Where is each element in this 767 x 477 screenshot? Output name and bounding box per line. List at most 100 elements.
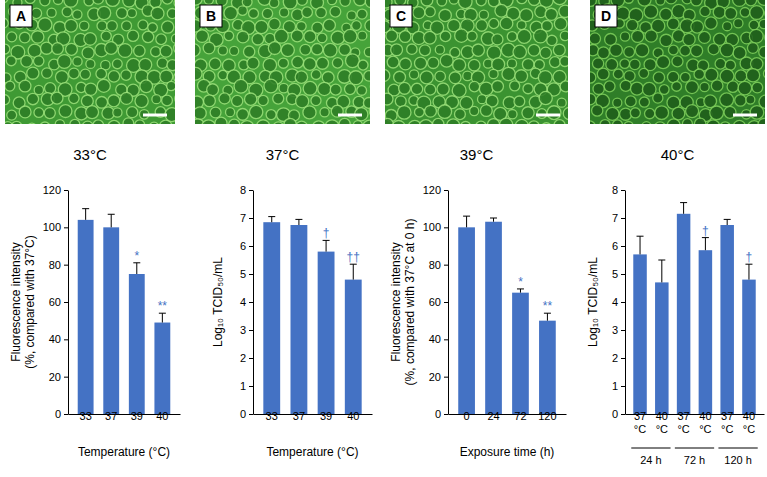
cell — [423, 31, 436, 44]
cell — [238, 6, 248, 16]
cell — [667, 119, 680, 124]
scale-bar — [536, 114, 560, 117]
y-tick: 60 — [49, 296, 68, 308]
cell — [69, 68, 80, 79]
cell — [400, 58, 412, 70]
x-tick: 72 — [514, 410, 526, 422]
y-tick-label: 6 — [240, 240, 246, 252]
cell — [108, 71, 119, 82]
bar — [677, 214, 691, 414]
cell — [752, 82, 763, 93]
cell — [127, 30, 138, 41]
y-tick-mark — [249, 330, 253, 331]
cell — [620, 59, 630, 69]
cell — [439, 9, 451, 21]
bar — [263, 222, 280, 414]
cell — [316, 57, 328, 69]
cell — [590, 72, 596, 83]
cell — [237, 108, 249, 120]
group-separator — [718, 448, 757, 449]
cell — [59, 105, 72, 118]
y-axis-line — [68, 191, 69, 415]
cell — [257, 120, 270, 124]
micrograph-background — [195, 0, 370, 124]
y-tick-mark — [249, 386, 253, 387]
cell — [264, 79, 278, 93]
y-tick-mark — [249, 358, 253, 359]
y-tick: 60 — [429, 296, 448, 308]
plot-area — [458, 216, 556, 414]
cell — [249, 105, 262, 118]
x-tick-label: 40 — [156, 410, 168, 422]
y-tick-label: 0 — [55, 408, 61, 420]
chart: ***02040608010012002472120Exposure time … — [389, 184, 567, 459]
y-tick: 5 — [240, 268, 253, 280]
cell — [123, 118, 134, 124]
cell — [323, 19, 335, 31]
cell — [386, 30, 398, 42]
cell — [33, 56, 43, 66]
y-tick: 40 — [429, 333, 448, 345]
cell — [727, 81, 738, 92]
bar — [742, 280, 756, 414]
micrograph-background — [385, 0, 568, 124]
cell — [262, 8, 272, 18]
cell — [399, 82, 411, 94]
scale-bar — [733, 114, 757, 117]
cell — [340, 0, 350, 6]
y-tick: 1 — [240, 380, 253, 392]
y-tick: 4 — [612, 296, 625, 308]
panel-letter-box — [10, 5, 32, 27]
cell — [112, 59, 122, 69]
y-tick-label: 7 — [612, 212, 618, 224]
cell — [644, 5, 658, 19]
cell — [84, 0, 94, 6]
cell — [70, 119, 80, 124]
cell — [472, 44, 484, 56]
cell — [419, 120, 433, 124]
panel-caption: 40°C — [661, 146, 695, 163]
cell — [167, 9, 175, 19]
y-tick-mark — [621, 274, 625, 275]
error-bar — [702, 238, 709, 251]
cell — [547, 106, 561, 120]
cell — [96, 68, 107, 79]
cell — [84, 33, 97, 46]
cell — [204, 95, 216, 107]
y-tick: 8 — [240, 184, 253, 196]
error-bar — [295, 219, 302, 225]
error-bar — [463, 216, 470, 227]
cell — [560, 56, 568, 66]
cell — [219, 93, 230, 104]
cell — [685, 81, 698, 94]
cell — [5, 95, 10, 105]
cell — [541, 123, 551, 124]
cell — [463, 71, 472, 80]
cell — [440, 31, 451, 42]
cell — [73, 10, 82, 19]
cell — [27, 93, 38, 104]
y-tick-mark — [444, 265, 448, 266]
cell — [21, 55, 33, 67]
cell — [700, 6, 710, 16]
cell — [598, 47, 610, 59]
cell — [195, 107, 206, 120]
y-tick-label: 8 — [612, 184, 618, 196]
cell — [515, 119, 528, 124]
panel-letter-box — [595, 5, 617, 27]
cell — [672, 82, 682, 92]
cell — [725, 7, 737, 19]
cell — [196, 30, 209, 43]
cell — [80, 69, 90, 79]
cell — [331, 31, 344, 44]
cell — [210, 107, 221, 118]
y-tick-label: 2 — [612, 352, 618, 364]
cell — [433, 118, 444, 124]
cell — [224, 31, 234, 41]
cell — [69, 93, 79, 103]
cell — [167, 81, 175, 90]
y-tick: 0 — [55, 408, 68, 420]
cell — [656, 0, 665, 5]
cell — [644, 108, 654, 118]
cell — [720, 122, 731, 124]
